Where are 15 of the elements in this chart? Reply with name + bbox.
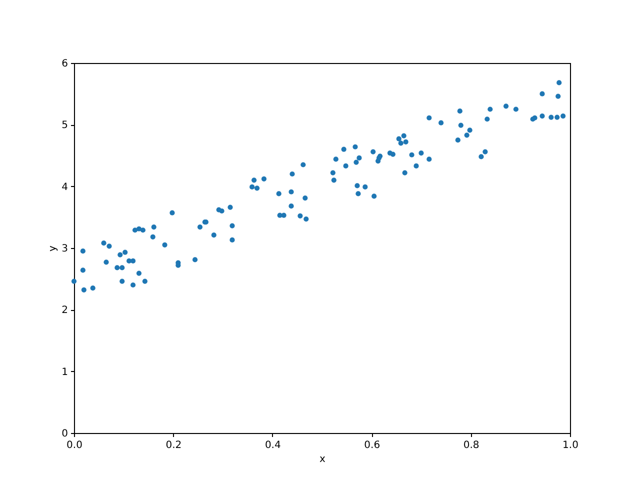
y-tick-label: 1 [62,366,68,378]
x-tick-label: 0.6 [364,440,380,451]
x-axis-title: x [320,454,326,465]
y-axis-title: y [48,245,59,252]
x-tick-label: 0.8 [463,440,480,451]
x-tick-label: 0.0 [66,440,82,451]
y-tick-label: 2 [62,305,68,316]
x-tick-label: 1.0 [562,440,578,451]
y-tick-label: 4 [62,182,68,193]
x-tick-label: 0.2 [166,440,182,451]
y-tick-label: 3 [62,244,68,254]
y-tick-label: 6 [62,58,68,70]
y-tick-label: 5 [62,120,68,132]
x-tick-label: 0.4 [264,440,281,451]
y-tick-label: 0 [62,428,68,440]
